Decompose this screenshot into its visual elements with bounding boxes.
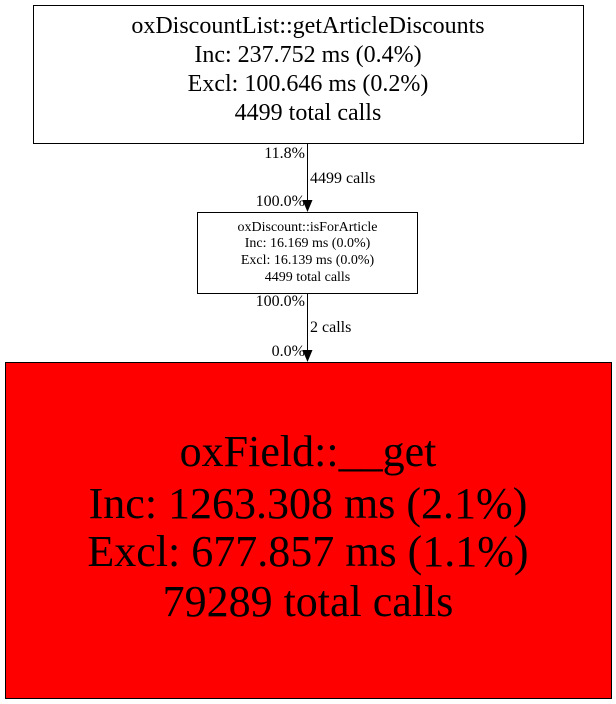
edge-tail-percent: 100.0%	[256, 293, 305, 310]
node-box	[33, 5, 584, 144]
node-get-article-discounts[interactable]: oxDiscountList::getArticleDiscounts Inc:…	[33, 5, 584, 144]
edge-label: 4499 calls	[310, 170, 375, 187]
edge-top-to-middle: 11.8% 4499 calls 100.0%	[256, 144, 375, 212]
node-inc: Inc: 1263.308 ms (2.1%)	[89, 479, 528, 528]
node-calls: 4499 total calls	[235, 100, 382, 126]
node-name: oxDiscount::isForArticle	[238, 220, 378, 235]
arrowhead-icon	[302, 350, 313, 362]
node-name: oxField::__get	[180, 427, 437, 476]
node-inc: Inc: 16.169 ms (0.0%)	[245, 236, 371, 251]
node-calls: 4499 total calls	[265, 270, 351, 285]
node-excl: Excl: 16.139 ms (0.0%)	[241, 253, 375, 268]
node-field-get[interactable]: oxField::__get Inc: 1263.308 ms (2.1%) E…	[5, 362, 612, 699]
node-is-for-article[interactable]: oxDiscount::isForArticle Inc: 16.169 ms …	[197, 212, 418, 294]
edge-middle-to-bottom: 100.0% 2 calls 0.0%	[256, 293, 351, 362]
edge-head-percent: 100.0%	[256, 193, 305, 210]
node-inc: Inc: 237.752 ms (0.4%)	[194, 42, 421, 68]
node-calls: 79289 total calls	[163, 577, 454, 626]
edge-head-percent: 0.0%	[272, 343, 305, 360]
node-name: oxDiscountList::getArticleDiscounts	[131, 13, 484, 39]
node-box	[5, 362, 612, 699]
node-excl: Excl: 100.646 ms (0.2%)	[188, 71, 429, 97]
node-box	[197, 212, 418, 294]
edge-tail-percent: 11.8%	[264, 145, 305, 162]
node-excl: Excl: 677.857 ms (1.1%)	[87, 527, 528, 576]
edge-label: 2 calls	[310, 319, 351, 336]
arrowhead-icon	[302, 200, 313, 212]
